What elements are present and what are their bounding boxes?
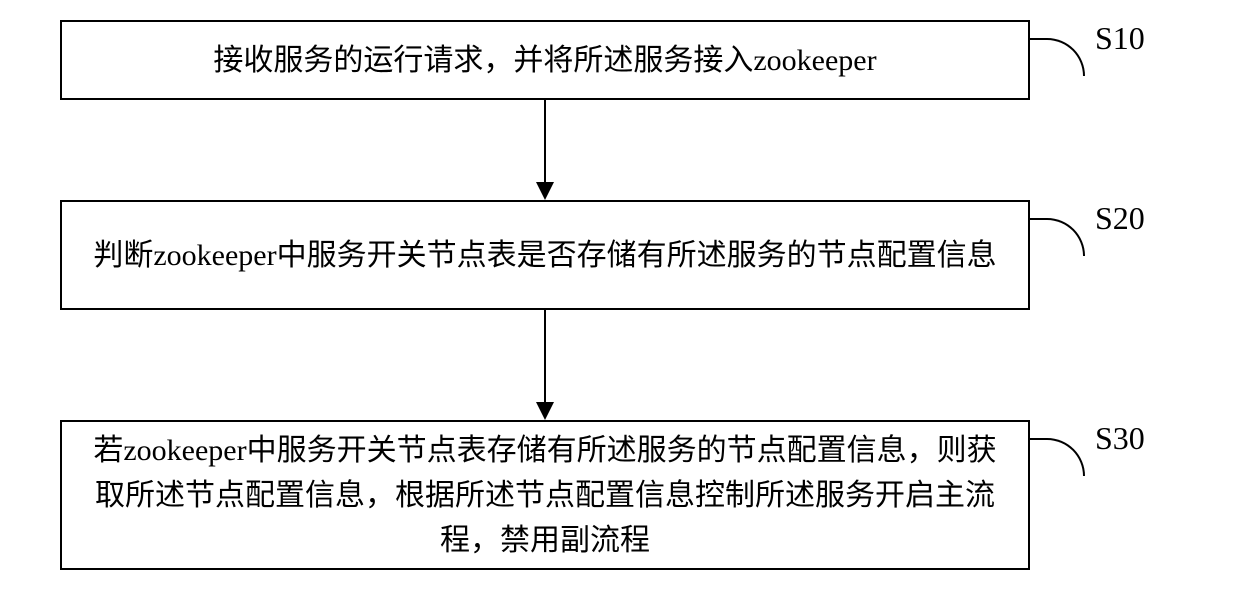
arrow-line-1 bbox=[544, 100, 546, 182]
connector-s10 bbox=[1030, 38, 1085, 76]
step-box-s10: 接收服务的运行请求，并将所述服务接入zookeeper bbox=[60, 20, 1030, 100]
step-label-s20: S20 bbox=[1095, 200, 1145, 237]
step-text-s20: 判断zookeeper中服务开关节点表是否存储有所述服务的节点配置信息 bbox=[93, 233, 996, 278]
step-label-s10: S10 bbox=[1095, 20, 1145, 57]
arrow-line-2 bbox=[544, 310, 546, 402]
step-box-s30: 若zookeeper中服务开关节点表存储有所述服务的节点配置信息，则获取所述节点… bbox=[60, 420, 1030, 570]
arrow-head-2 bbox=[536, 402, 554, 420]
flowchart-canvas: 接收服务的运行请求，并将所述服务接入zookeeper S10 判断zookee… bbox=[0, 0, 1240, 589]
connector-s30 bbox=[1030, 438, 1085, 476]
connector-s20 bbox=[1030, 218, 1085, 256]
step-text-s10: 接收服务的运行请求，并将所述服务接入zookeeper bbox=[213, 38, 876, 83]
step-box-s20: 判断zookeeper中服务开关节点表是否存储有所述服务的节点配置信息 bbox=[60, 200, 1030, 310]
arrow-head-1 bbox=[536, 182, 554, 200]
step-text-s30: 若zookeeper中服务开关节点表存储有所述服务的节点配置信息，则获取所述节点… bbox=[82, 428, 1008, 563]
step-label-s30: S30 bbox=[1095, 420, 1145, 457]
